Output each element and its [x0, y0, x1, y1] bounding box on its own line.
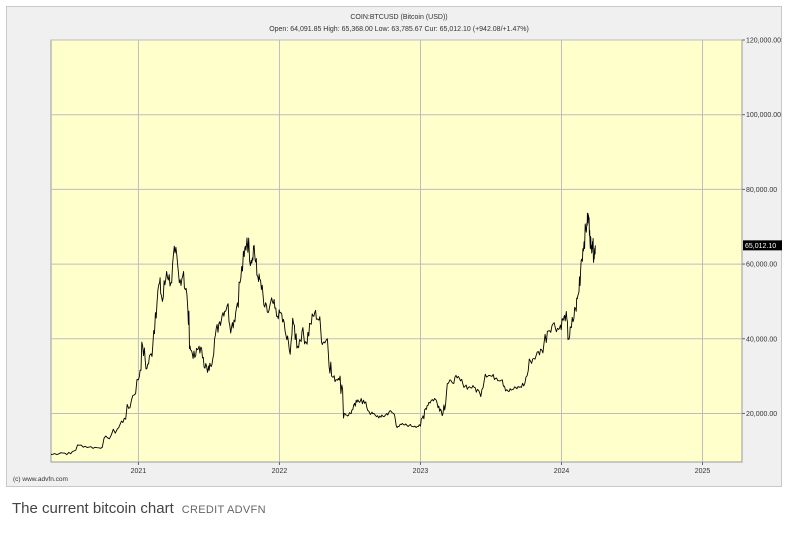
caption-text: The current bitcoin chart [12, 500, 174, 517]
current-value-box [743, 240, 782, 251]
x-tick-label: 2023 [413, 468, 429, 475]
chart-frame: 20,000.00 40,000.00 60,000.00 80,000.00 100,… [6, 6, 782, 487]
plot-area [50, 39, 743, 463]
watermark: (c) www.advfn.com [13, 476, 68, 483]
y-tick-label: 40,000.00 [746, 336, 777, 343]
current-value-marker: 65,012.10 [743, 240, 782, 251]
x-tick-label: 2025 [695, 468, 711, 475]
y-tick-label: 120,000.00 [746, 38, 781, 45]
caption-credit: CREDIT ADVFN [181, 504, 266, 516]
bitcoin-price-chart: 20,000.00 40,000.00 60,000.00 80,000.00 100,… [13, 14, 782, 483]
x-tick-label: 2022 [272, 468, 288, 475]
chart-subtitle: Open: 64,091.85 High: 65,368.00 Low: 63,… [269, 26, 529, 33]
y-tick-label: 100,000.00 [746, 112, 781, 119]
series-layer [50, 212, 596, 456]
y-tick-label: 60,000.00 [746, 262, 777, 269]
price-series-line [50, 212, 596, 456]
current-value-label: 65,012.10 [745, 243, 776, 250]
x-tick-label: 2021 [131, 468, 147, 475]
y-tick-label: 80,000.00 [746, 187, 777, 194]
x-axis: 2021 2022 2023 2024 2025 [131, 462, 711, 475]
y-tick-label: 20,000.00 [746, 411, 777, 418]
x-tick-label: 2024 [554, 468, 570, 475]
grid-lines [51, 39, 742, 462]
y-axis: 20,000.00 40,000.00 60,000.00 80,000.00 100,… [742, 38, 781, 418]
chart-title: COIN:BTCUSD (Bitcoin (USD)) [350, 14, 447, 21]
image-caption: The current bitcoin chart CREDIT ADVFN [12, 500, 266, 517]
